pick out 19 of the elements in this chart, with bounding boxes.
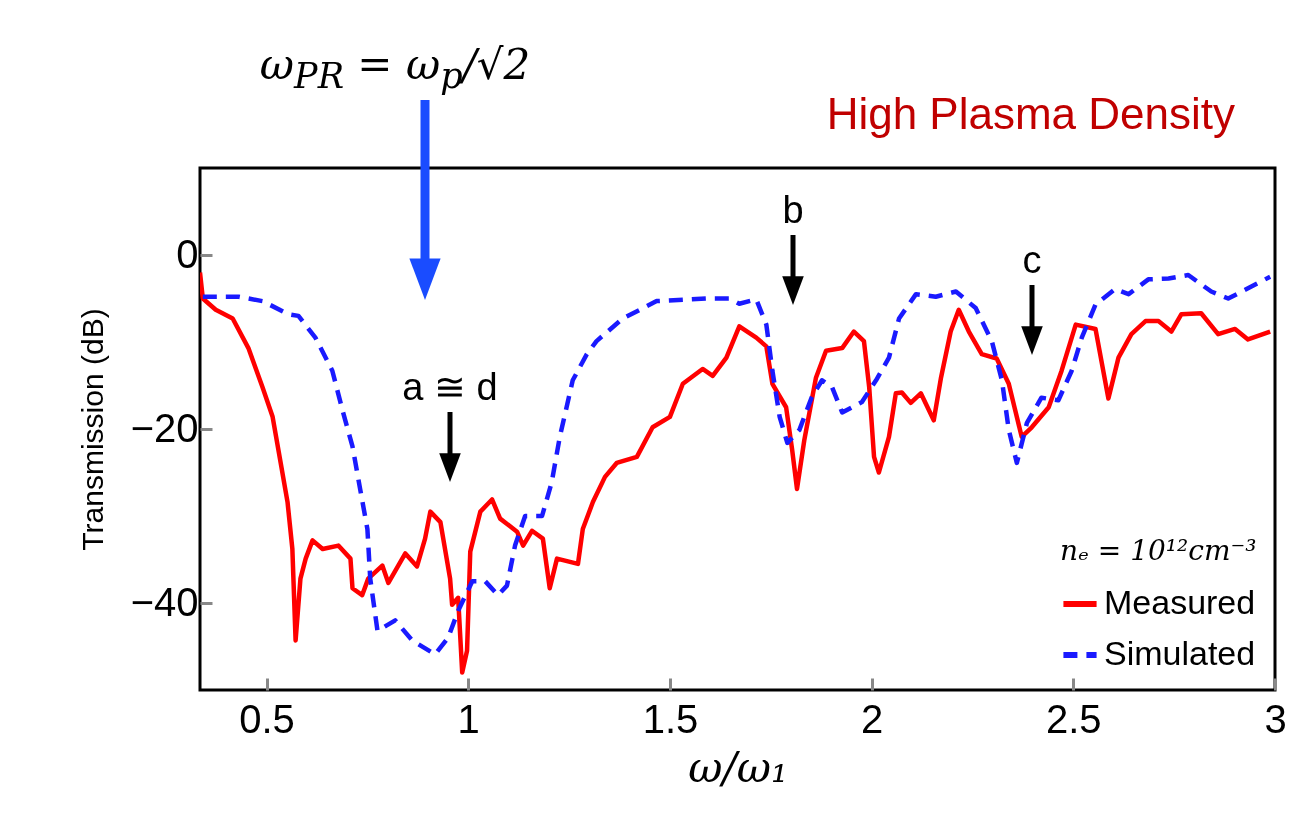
annotation: c — [1022, 239, 1042, 281]
x-tick-label: 3 — [1264, 696, 1287, 741]
x-tick-label: 1.5 — [642, 696, 699, 741]
annotation: a ≅ d — [402, 366, 498, 408]
x-tick-label: 2.5 — [1046, 696, 1102, 741]
chart-title: High Plasma Density — [826, 89, 1235, 138]
text: ω$_{PR}$ = ω$_{p}$/√2 — [259, 39, 531, 96]
y-tick-label: −40 — [130, 579, 199, 624]
y-axis-title: Transmission (dB) — [75, 308, 109, 551]
y-tick-label: 0 — [176, 231, 199, 276]
legend-label: Simulated — [1104, 634, 1256, 672]
x-tick-label: 1 — [457, 696, 480, 741]
y-tick-label: −20 — [130, 405, 199, 450]
x-axis-title: ω/ω₁ — [688, 742, 788, 792]
x-tick-label: 2 — [861, 696, 884, 741]
x-tick-label: 0.5 — [239, 696, 295, 741]
legend-title: nₑ = 10¹²cm⁻³ — [1060, 534, 1257, 567]
legend-label: Measured — [1104, 583, 1256, 621]
annotation: b — [782, 189, 804, 231]
